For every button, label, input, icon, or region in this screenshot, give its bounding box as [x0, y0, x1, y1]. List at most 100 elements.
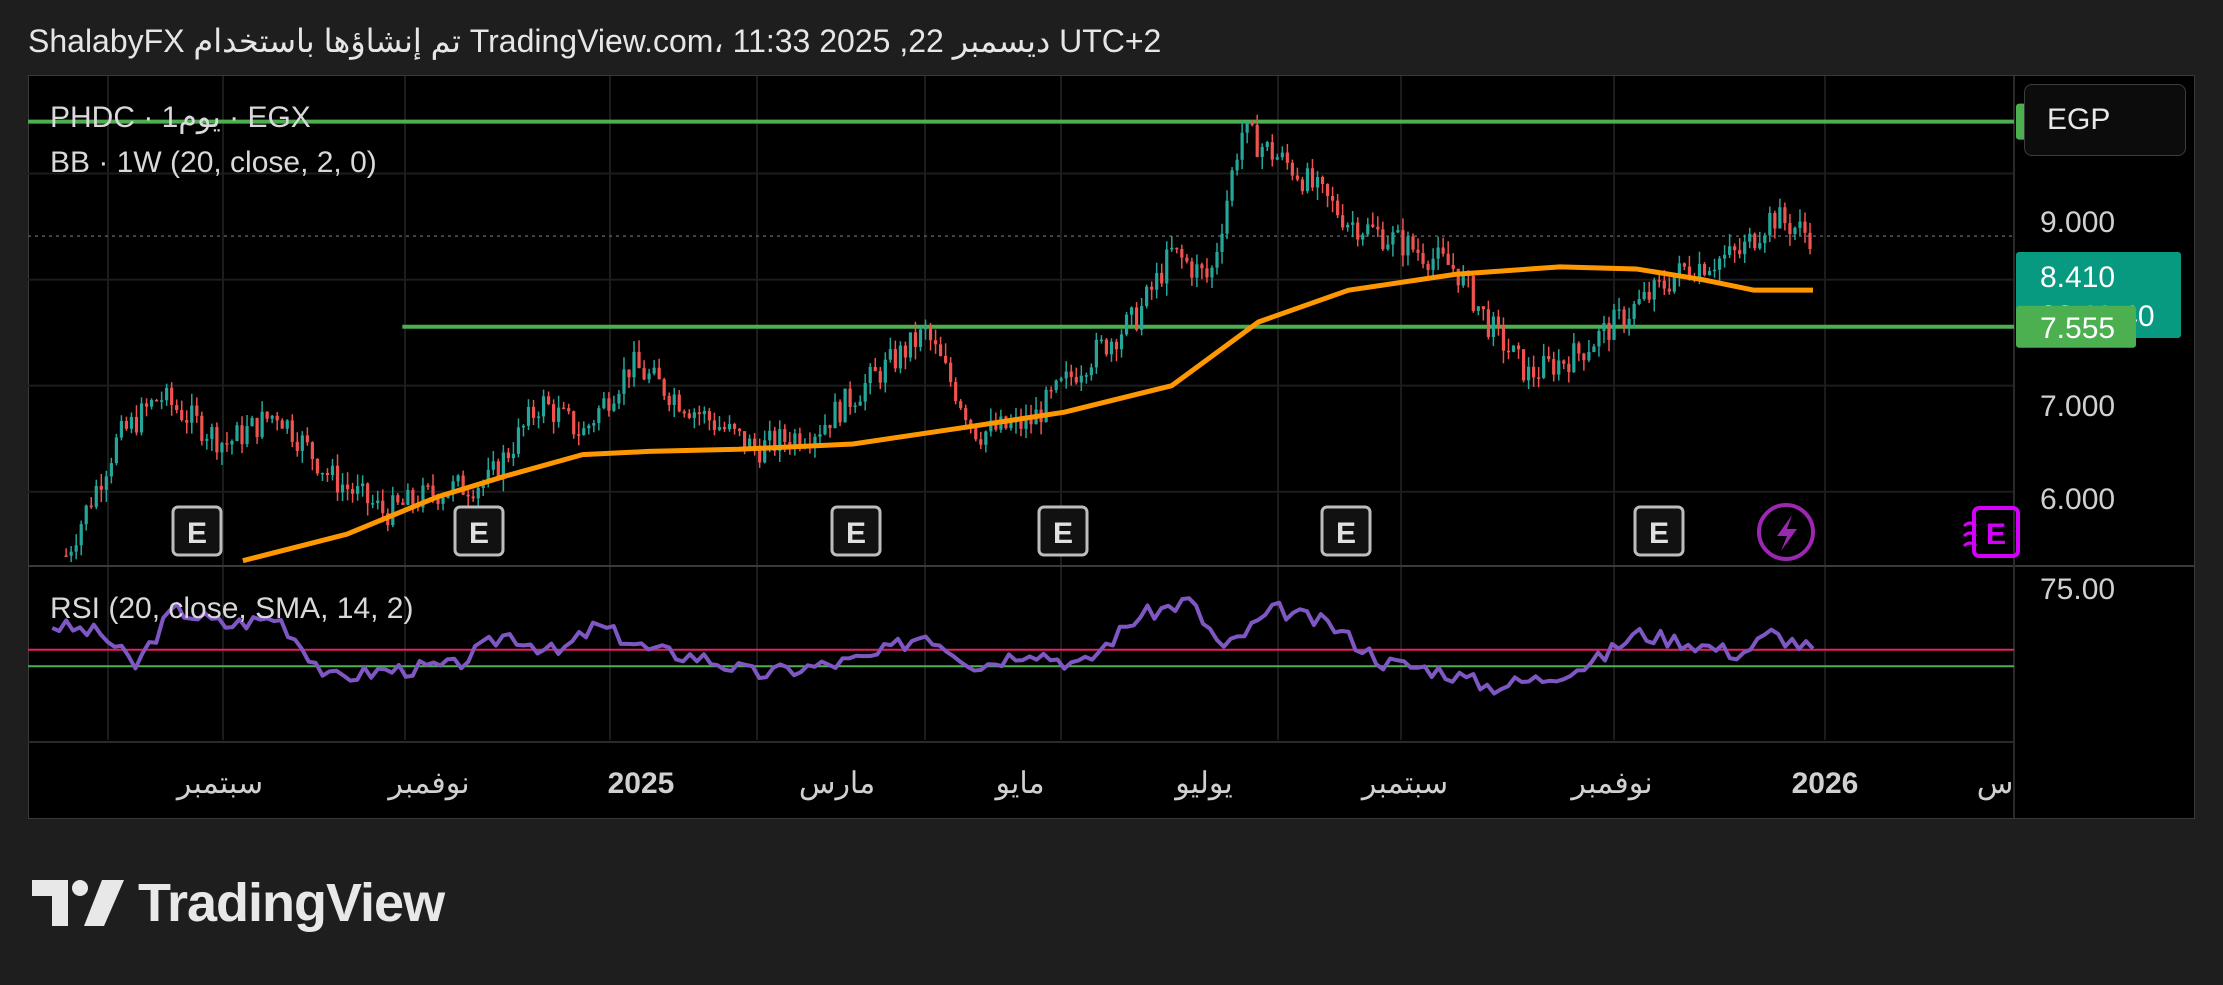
candle-body — [451, 481, 455, 495]
candle-body — [546, 396, 551, 405]
candle-body — [376, 500, 380, 504]
candle-body — [848, 388, 852, 407]
bollinger-bands — [28, 119, 2014, 329]
candle-body — [134, 416, 139, 433]
candle-body — [1019, 417, 1023, 429]
candle-body — [1205, 268, 1209, 278]
candle-body — [230, 440, 234, 445]
candle-body — [511, 453, 516, 459]
currency-button[interactable]: EGP — [2024, 84, 2186, 156]
candle-body — [496, 461, 500, 480]
candle-body — [310, 442, 314, 459]
candle-body — [361, 483, 365, 487]
candle-body — [813, 436, 817, 446]
candle-body — [1451, 264, 1455, 269]
candle-body — [300, 435, 304, 451]
candle-body — [396, 495, 400, 503]
candle-body — [1401, 230, 1405, 256]
candle-body — [1336, 200, 1340, 216]
candle-body — [1743, 241, 1747, 255]
candle-body — [335, 465, 340, 493]
candle-body — [652, 367, 656, 374]
candle-body — [1346, 224, 1350, 228]
candle-body — [215, 427, 219, 453]
candle-body — [486, 469, 490, 483]
candle-body — [1748, 233, 1752, 242]
candle-body — [1647, 291, 1651, 300]
candle-body — [1129, 307, 1134, 315]
candle-body — [863, 383, 867, 402]
candle-body — [1406, 236, 1410, 256]
candle-body — [330, 465, 335, 476]
symbol-legend[interactable]: PHDC · 1يوم · EGX — [50, 101, 311, 134]
candle-body — [531, 406, 536, 418]
candle-body — [160, 400, 164, 402]
rsi-legend[interactable]: RSI (20, close, SMA, 14, 2) — [50, 592, 414, 625]
bollinger-basis — [242, 264, 1813, 564]
candle-body — [99, 485, 103, 490]
candle-body — [677, 394, 681, 412]
candle-body — [1783, 207, 1787, 224]
tradingview-logo[interactable]: TradingView — [32, 872, 445, 934]
candle-body — [1386, 244, 1390, 250]
candle-body — [94, 485, 98, 507]
candle-body — [642, 368, 646, 380]
candle-body — [1572, 343, 1576, 373]
time-axis-tick: سبتمبر — [175, 767, 263, 801]
candle-body — [1486, 309, 1490, 337]
candle-body — [104, 476, 108, 490]
candle-body — [602, 398, 606, 409]
chart-panel[interactable] — [28, 75, 2195, 819]
candle-body — [712, 420, 717, 430]
candle-body — [617, 393, 621, 404]
time-axis-tick: يوليو — [1173, 767, 1233, 801]
candle-body — [1240, 132, 1244, 160]
candle-body — [682, 411, 686, 414]
candle-body — [1275, 157, 1279, 160]
candle-body — [908, 332, 913, 358]
candle-body — [557, 407, 561, 422]
candle-body — [1587, 352, 1591, 361]
candle-body — [411, 489, 415, 505]
bb-legend[interactable]: BB · 1W (20, close, 2, 0) — [50, 146, 377, 179]
candle-body — [1682, 263, 1686, 267]
candle-body — [240, 425, 244, 445]
candle-body — [1381, 229, 1385, 250]
lower-level-value: 7.555 — [2040, 312, 2115, 345]
candle-body — [1220, 233, 1224, 252]
candle-body — [833, 401, 837, 429]
candle-body — [74, 545, 78, 552]
candle-body — [567, 408, 571, 412]
chart-caption: ShalabyFX تم إنشاؤها باستخدام TradingVie… — [28, 23, 1162, 59]
basis-line — [242, 264, 1813, 564]
candle-body — [893, 349, 897, 369]
candle-body — [1612, 309, 1616, 340]
candle-body — [823, 424, 827, 435]
candle-body — [1431, 258, 1435, 270]
candle-body — [170, 387, 174, 406]
candle-body — [431, 485, 435, 496]
candle-body — [1185, 257, 1189, 262]
earnings-marker-future-label: E — [1986, 518, 2006, 551]
candle-body — [1054, 380, 1058, 391]
candle-body — [139, 403, 144, 433]
candle-body — [1728, 246, 1732, 255]
time-axis-tick: سبتمبر — [1360, 767, 1448, 801]
candle-body — [1366, 224, 1370, 235]
candle-body — [1160, 272, 1164, 284]
candle-body — [1290, 162, 1294, 176]
candle-body — [1009, 422, 1013, 429]
candle-body — [773, 430, 777, 451]
candle-body — [1722, 254, 1727, 259]
candle-body — [632, 351, 636, 378]
candle-body — [516, 427, 521, 454]
candle-body — [1521, 349, 1526, 381]
candle-body — [1602, 323, 1606, 331]
candle-body — [1768, 212, 1772, 236]
candle-body — [345, 484, 350, 490]
time-axis-tick: 2026 — [1792, 767, 1859, 800]
candle-body — [1753, 233, 1757, 249]
candle-body — [793, 433, 797, 448]
